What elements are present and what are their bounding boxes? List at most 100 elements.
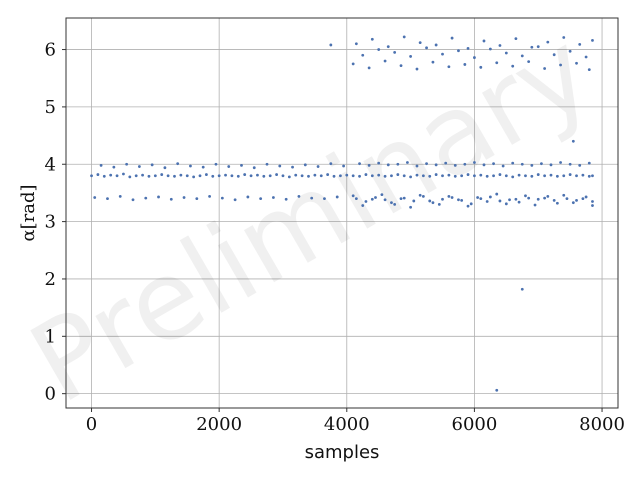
data-point	[361, 204, 365, 207]
data-point	[291, 165, 294, 169]
x-tick-label: 2000	[196, 414, 242, 435]
data-point	[559, 161, 562, 164]
data-point	[335, 195, 339, 199]
data-point	[568, 49, 572, 53]
data-point	[425, 162, 428, 166]
data-point	[591, 174, 594, 178]
data-point	[562, 174, 566, 178]
data-point	[447, 173, 451, 177]
y-tick-label: 3	[45, 212, 56, 233]
data-point	[383, 59, 387, 63]
data-point	[527, 60, 531, 63]
data-point	[153, 174, 157, 178]
data-point	[377, 161, 381, 165]
data-point	[466, 46, 470, 50]
data-point	[562, 193, 566, 197]
data-point	[421, 194, 425, 198]
data-point	[246, 195, 250, 199]
data-point	[217, 174, 221, 178]
data-point	[125, 162, 129, 166]
y-tick-label: 0	[45, 384, 56, 405]
data-point	[479, 173, 483, 177]
data-point	[383, 174, 387, 178]
data-point	[262, 174, 266, 178]
data-point	[520, 287, 524, 291]
data-point	[418, 193, 422, 197]
data-point	[402, 35, 406, 39]
data-point	[137, 165, 141, 168]
data-point	[122, 172, 125, 176]
data-point	[562, 36, 566, 39]
data-point	[463, 63, 467, 66]
data-point	[256, 173, 259, 177]
data-point	[453, 163, 457, 167]
data-point	[393, 202, 397, 206]
data-point	[495, 192, 499, 196]
data-point	[428, 199, 432, 203]
data-point	[511, 64, 515, 68]
data-point	[434, 173, 438, 176]
data-point	[482, 39, 486, 43]
data-point	[90, 174, 93, 178]
data-point	[444, 161, 448, 165]
data-point	[591, 200, 594, 203]
data-point	[581, 197, 585, 201]
data-point	[549, 173, 553, 177]
y-tick-label: 1	[45, 326, 56, 347]
data-point	[380, 193, 384, 197]
data-point	[488, 195, 492, 199]
data-point	[128, 175, 132, 179]
data-point	[441, 197, 444, 201]
data-point	[131, 198, 135, 202]
data-point	[96, 173, 100, 176]
data-point	[418, 41, 422, 45]
data-point	[504, 202, 508, 206]
data-point	[492, 174, 495, 178]
data-point	[409, 55, 413, 58]
data-point	[259, 197, 263, 201]
data-point	[591, 38, 594, 42]
data-point	[249, 174, 253, 178]
data-point	[533, 203, 537, 207]
y-tick-label: 4	[45, 154, 56, 175]
data-point	[530, 163, 534, 167]
data-point	[441, 52, 444, 56]
data-point	[370, 37, 374, 41]
data-point	[141, 173, 144, 177]
y-tick-label: 6	[45, 40, 56, 61]
data-point	[351, 174, 355, 178]
data-point	[189, 164, 192, 168]
data-point	[402, 196, 406, 200]
data-point	[492, 162, 495, 166]
data-point	[450, 36, 454, 40]
data-point	[479, 197, 483, 201]
data-point	[520, 162, 524, 166]
data-point	[220, 196, 224, 200]
data-point	[581, 173, 585, 177]
data-point	[201, 165, 205, 169]
data-point	[310, 196, 314, 200]
data-point	[555, 201, 559, 205]
data-point	[157, 195, 160, 199]
data-point	[198, 174, 202, 178]
data-point	[460, 198, 464, 202]
data-point	[399, 64, 403, 68]
data-point	[552, 53, 556, 57]
data-point	[354, 42, 358, 46]
data-point	[367, 66, 371, 70]
data-point	[144, 196, 148, 200]
data-point	[265, 162, 269, 166]
data-point	[393, 51, 397, 54]
data-point	[399, 197, 403, 201]
watermark: Preliminary	[10, 6, 612, 427]
data-point	[568, 173, 572, 176]
data-point	[501, 164, 505, 168]
data-point	[485, 200, 489, 203]
data-point	[421, 174, 425, 178]
data-point	[415, 173, 419, 177]
data-point	[517, 173, 521, 177]
data-point	[195, 197, 199, 201]
data-point	[396, 162, 400, 166]
data-point	[281, 174, 285, 178]
